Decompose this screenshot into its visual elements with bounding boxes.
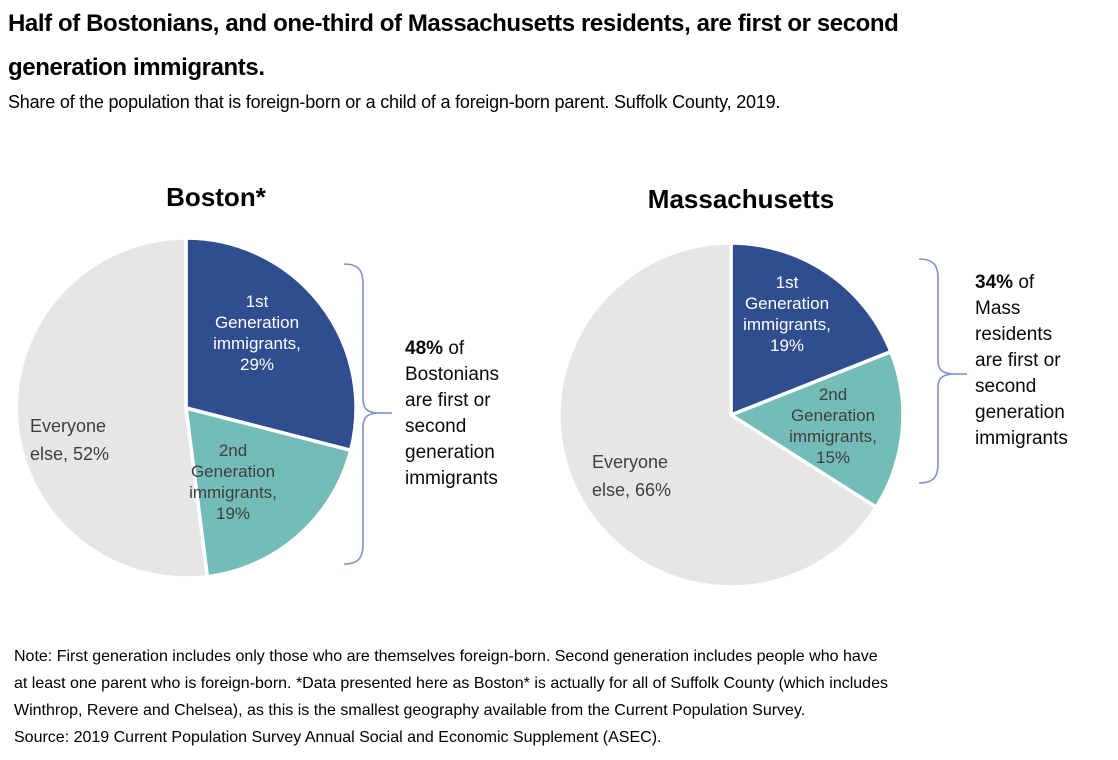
massachusetts-pie-slice-first-gen <box>729 241 893 417</box>
boston-everyone-else-label: Everyone else, 52% <box>30 416 110 464</box>
massachusetts-callout-percent: 34% <box>975 272 1014 293</box>
boston-callout: 48% of Bostonians are first or second ge… <box>405 336 535 492</box>
massachusetts-brace <box>918 258 967 484</box>
boston-brace <box>343 263 392 565</box>
massachusetts-chart-title: Massachusetts <box>647 184 835 214</box>
boston-pie <box>14 236 358 580</box>
boston-callout-suffix: of <box>448 338 465 359</box>
page-title-line-1: Half of Bostonians, and one-third of Mas… <box>8 10 899 37</box>
boston-first-gen-label: 1st Generation immigrants, 29% <box>213 292 301 374</box>
massachusetts-callout-first-line: 34% of <box>975 270 1105 296</box>
boston-second-gen-label: 2nd Generation immigrants, 19% <box>189 441 277 523</box>
massachusetts-pie-slice-everyone-else <box>557 241 878 589</box>
massachusetts-pie-slice-second-gen <box>729 349 905 509</box>
massachusetts-everyone-else-label: Everyone else, 66% <box>592 452 672 500</box>
page-subtitle: Share of the population that is foreign-… <box>8 92 781 112</box>
massachusetts-callout: 34% of Mass residents are first or secon… <box>975 270 1105 452</box>
boston-callout-text: Bostonians are first or second generatio… <box>405 364 500 489</box>
page-title-line-2: generation immigrants. <box>8 54 265 81</box>
boston-callout-first-line: 48% of <box>405 336 535 362</box>
boston-pie-slice-everyone-else <box>14 236 210 580</box>
boston-callout-percent: 48% <box>405 338 444 359</box>
massachusetts-brace-curve <box>918 258 953 484</box>
massachusetts-pie <box>557 241 905 589</box>
boston-pie-slice-first-gen <box>184 236 358 453</box>
page-title: Half of Bostonians, and one-third of Mas… <box>8 2 899 90</box>
massachusetts-second-gen-label: 2nd Generation immigrants, 15% <box>789 385 877 467</box>
boston-pie-slice-second-gen <box>184 406 353 579</box>
massachusetts-first-gen-label: 1st Generation immigrants, 19% <box>743 273 831 355</box>
massachusetts-callout-text: Mass residents are first or second gener… <box>975 298 1068 449</box>
boston-chart-title: Boston* <box>166 182 266 212</box>
massachusetts-callout-suffix: of <box>1018 272 1035 293</box>
footnote: Note: First generation includes only tho… <box>14 648 888 746</box>
